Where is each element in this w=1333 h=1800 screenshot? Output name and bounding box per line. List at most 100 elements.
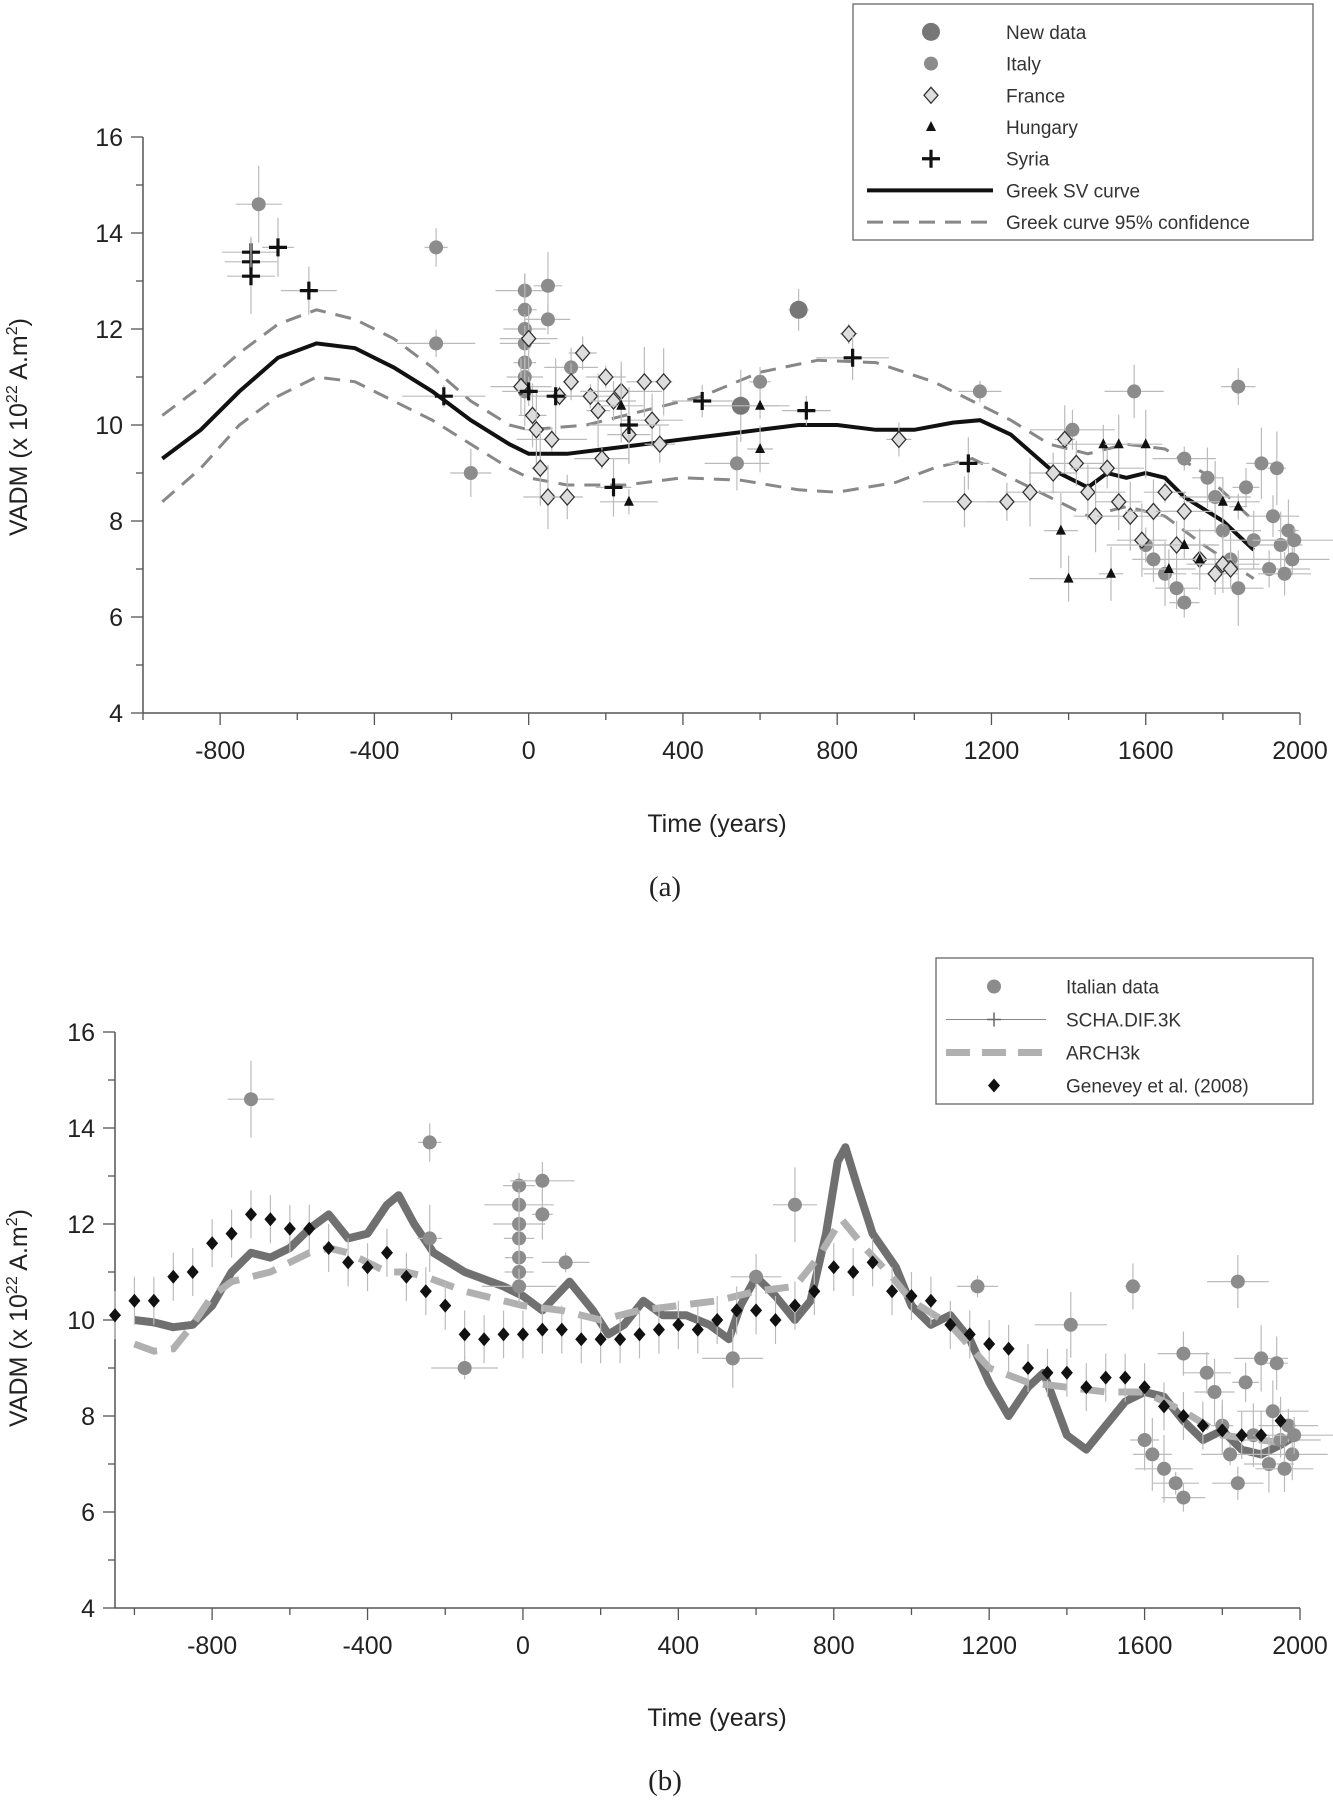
legend-label: New data — [1006, 23, 1087, 44]
y-tick-label: 8 — [81, 1403, 95, 1431]
data-point — [840, 324, 857, 343]
data-point — [559, 488, 576, 506]
data-point — [866, 1255, 879, 1270]
data-point — [1177, 451, 1192, 466]
y-tick-label: 16 — [67, 1019, 95, 1047]
data-point — [636, 372, 653, 391]
data-point — [729, 456, 744, 471]
data-point — [1231, 379, 1246, 394]
data-point — [558, 1255, 573, 1270]
data-point — [616, 399, 627, 410]
data-point — [730, 1303, 743, 1318]
data-point — [725, 1351, 740, 1366]
y-tick-label: 10 — [95, 412, 123, 440]
legend-label: Greek SV curve — [1006, 181, 1140, 202]
data-point — [543, 430, 560, 449]
data-point — [827, 1260, 840, 1275]
data-point — [1254, 456, 1269, 471]
y-tick-label: 4 — [81, 1595, 95, 1623]
data-point — [497, 1327, 510, 1342]
data-point — [512, 1178, 527, 1193]
data-point — [755, 443, 766, 453]
data-point — [268, 238, 287, 257]
chart-a-frame — [131, 136, 1301, 725]
data-point — [1273, 538, 1288, 552]
ylabel-a-sup: 22 — [4, 385, 21, 403]
chart-b-tick-labels: 4 6 8 10 12 14 16 -800 -400 0 400 800 1200 1600 2000 — [67, 1019, 1328, 1660]
data-point — [1045, 464, 1062, 482]
ylabel-a-part2: A.m — [5, 335, 33, 385]
data-point — [243, 1092, 258, 1107]
y-tick-label: 12 — [95, 316, 123, 344]
legend-symbol-cross — [987, 1012, 1001, 1027]
data-point — [1217, 495, 1228, 506]
data-point — [891, 430, 907, 449]
data-point — [711, 1313, 724, 1327]
scha-dif-3k-line — [133, 1143, 1299, 1459]
data-point — [1261, 1457, 1276, 1471]
data-point — [1215, 523, 1230, 538]
data-point — [361, 1260, 374, 1275]
data-point — [983, 1337, 996, 1351]
data-point — [520, 329, 537, 348]
data-point — [1285, 1447, 1300, 1462]
series-points-triangle — [599, 369, 1260, 602]
data-point — [1125, 1279, 1140, 1294]
chart-a-legend: New data Italy France Hungary Syria Greek SV … — [852, 3, 1314, 241]
data-point — [1055, 524, 1066, 535]
y-tick-label: 12 — [67, 1211, 95, 1239]
data-point — [1106, 567, 1117, 578]
data-point — [1146, 552, 1161, 567]
data-point — [524, 406, 541, 425]
data-point — [1265, 1404, 1280, 1419]
x-tick-label: 1200 — [961, 1632, 1017, 1660]
ylabel-b-sup2: 2 — [4, 1217, 21, 1226]
data-point — [605, 392, 622, 410]
data-point — [128, 1293, 141, 1308]
y-tick-label: 4 — [109, 700, 123, 728]
data-point — [516, 1327, 529, 1342]
legend-label: Italian data — [1066, 978, 1159, 999]
data-point — [1287, 1428, 1302, 1443]
y-tick-label: 16 — [95, 124, 123, 152]
data-point — [283, 1221, 296, 1236]
data-point — [1215, 555, 1231, 574]
legend-symbol — [922, 22, 940, 41]
data-point — [1277, 566, 1292, 581]
series-points-large-circle — [702, 288, 809, 442]
data-point — [1056, 430, 1073, 449]
series-points-cross — [222, 217, 990, 517]
data-point — [1231, 581, 1246, 596]
data-point — [225, 1226, 238, 1241]
data-point — [528, 420, 545, 439]
data-point — [1080, 483, 1096, 502]
confidence-upper-line — [161, 308, 1255, 523]
data-point — [299, 281, 318, 300]
data-point — [963, 1327, 976, 1342]
data-point — [1177, 1409, 1190, 1423]
legend-symbol — [988, 1078, 1000, 1093]
data-point — [1196, 1418, 1209, 1433]
data-point — [787, 1197, 802, 1212]
legend-symbol — [924, 56, 938, 71]
data-point — [972, 384, 987, 399]
data-point — [1176, 502, 1193, 521]
data-point — [594, 1332, 607, 1347]
data-point — [1110, 492, 1127, 511]
data-point — [535, 1207, 550, 1222]
data-point — [614, 1332, 627, 1347]
x-tick-label: 800 — [813, 1632, 855, 1660]
x-tick-label: 400 — [658, 1632, 700, 1660]
data-point — [540, 312, 555, 327]
chart-a-tick-labels: 4 6 8 10 12 14 16 -800 -400 0 400 800 1200 1600 2000 — [95, 124, 1328, 765]
chart-b-x-axis-label: Time (years) — [647, 1704, 786, 1732]
series-dashed-line — [161, 308, 1255, 580]
data-point — [251, 197, 266, 212]
data-point — [546, 387, 565, 406]
panel-label-a: (a) — [649, 871, 681, 903]
data-point — [147, 1293, 160, 1308]
data-point — [1262, 562, 1277, 576]
data-point — [1080, 1380, 1093, 1395]
x-tick-label: 0 — [522, 737, 536, 765]
series-thick-line — [133, 1143, 1299, 1459]
